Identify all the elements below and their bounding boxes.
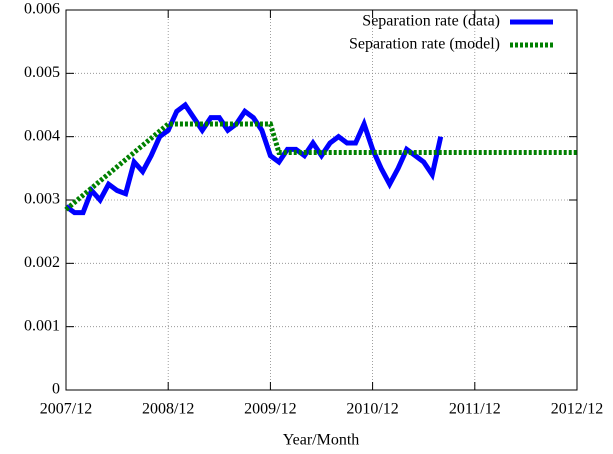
y-tick-label: 0 [52,381,60,398]
data-line [64,101,444,216]
y-tick-label: 0.003 [24,191,60,208]
x-tick-label: 2009/12 [244,401,296,418]
y-tick-label: 0.006 [24,1,60,18]
x-tick-label: 2012/12 [551,401,603,418]
x-tick-label: 2011/12 [449,401,501,418]
x-tick-label: 2008/12 [142,401,194,418]
x-axis-label: Year/Month [283,432,360,449]
y-tick-label: 0.005 [24,64,60,81]
legend-label: Separation rate (data) [362,13,500,30]
data-line [64,121,577,212]
y-tick-label: 0.002 [24,254,60,271]
x-tick-label: 2010/12 [346,401,398,418]
legend-label: Separation rate (model) [349,36,500,53]
y-tick-label: 0.001 [24,317,60,334]
y-tick-label: 0.004 [24,127,60,144]
x-tick-label: 2007/12 [40,401,92,418]
